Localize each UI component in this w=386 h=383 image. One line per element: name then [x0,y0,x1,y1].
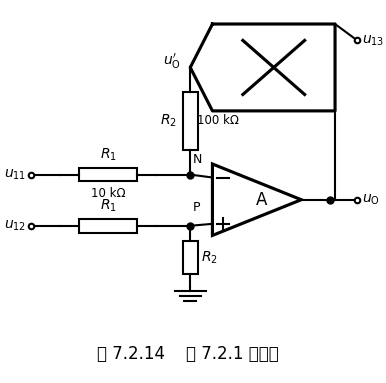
Text: $u_{13}$: $u_{13}$ [362,33,384,47]
Text: $u_{\mathrm{O}}'$: $u_{\mathrm{O}}'$ [163,52,181,71]
Text: $R_1$: $R_1$ [100,147,117,163]
Text: $R_2$: $R_2$ [160,112,177,129]
Text: 10 kΩ: 10 kΩ [91,187,125,200]
Text: 100 kΩ: 100 kΩ [197,114,239,127]
Text: $R_2$: $R_2$ [201,249,218,266]
Text: $u_{\mathrm{O}}$: $u_{\mathrm{O}}$ [362,193,380,207]
Bar [79,219,137,232]
Text: P: P [193,201,201,214]
Text: $R_1$: $R_1$ [100,198,117,214]
Text: 图 7.2.14    例 7.2.1 电路图: 图 7.2.14 例 7.2.1 电路图 [97,345,279,363]
Bar [183,241,198,274]
Text: A: A [256,191,267,209]
Text: $u_{12}$: $u_{12}$ [4,219,26,233]
Bar [79,168,137,182]
Bar [183,92,198,150]
Text: N: N [193,153,203,166]
Text: $u_{11}$: $u_{11}$ [4,167,26,182]
